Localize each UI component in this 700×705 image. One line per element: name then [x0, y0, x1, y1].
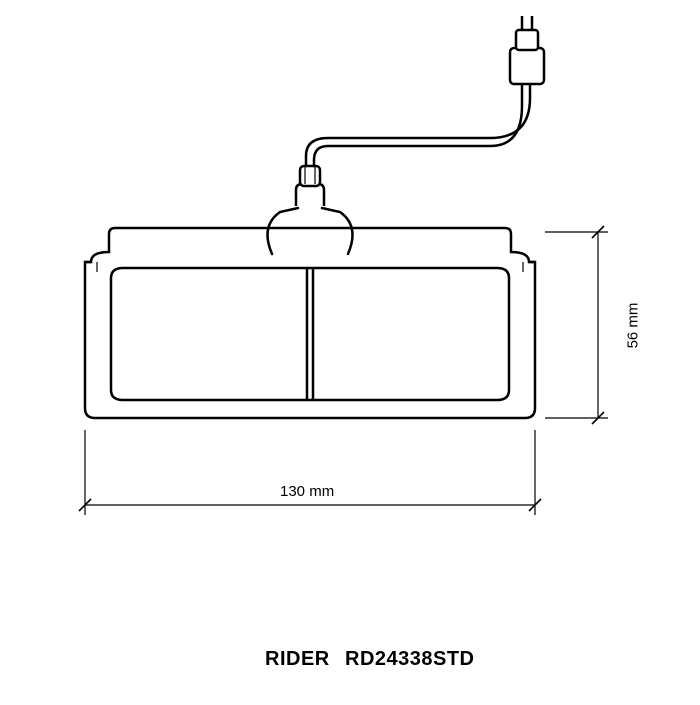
height-dimension-label: 56 mm	[624, 303, 641, 349]
brand-caption: RIDER	[265, 648, 330, 671]
part-number-caption: RD24338STD	[345, 648, 475, 671]
width-dimension-label: 130 mm	[280, 483, 334, 500]
brake-pad-svg	[0, 0, 700, 700]
diagram-canvas: 130 mm 56 mm RIDER RD24338STD	[0, 0, 700, 700]
